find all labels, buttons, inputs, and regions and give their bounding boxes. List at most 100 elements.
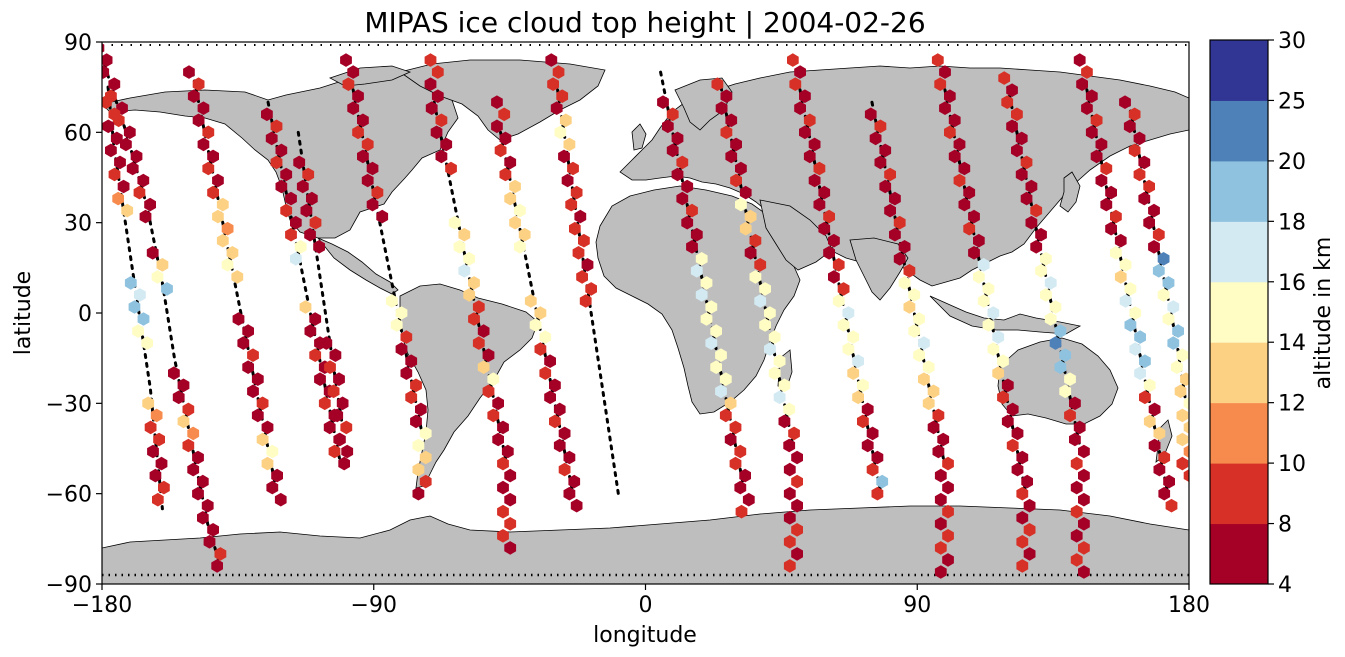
cloud-point [794,65,806,79]
cloud-point [987,306,1000,320]
cloud-point [937,432,950,447]
cloud-point [266,480,279,495]
cloud-point [823,246,835,260]
cloud-point [182,438,195,453]
cloud-point [783,438,796,453]
cloud-point [468,276,480,290]
cloud-point [110,131,123,146]
cloud-point [435,113,448,128]
cloud-point [487,408,500,423]
cloud-point [419,474,432,489]
cloud-point [997,354,1009,368]
cloud-point [791,450,803,465]
cloud-point [1040,252,1052,266]
cloud-point [216,197,229,212]
cloud-point [791,523,803,537]
cloud-point [108,107,121,122]
cloud-point [376,209,389,224]
cloud-point [149,468,162,483]
cloud-point [1138,191,1151,206]
cloud-point [320,336,333,350]
cloud-point [893,215,906,230]
cloud-point [676,155,689,170]
cloud-point [578,233,590,248]
cloud-point [366,197,379,212]
cloud-point [799,89,811,103]
cloud-point [386,294,398,308]
cloud-point [869,131,882,146]
cloud-point [197,511,209,525]
cloud-point [340,53,352,67]
cloud-point [1073,420,1086,435]
cloud-point [725,113,738,128]
colorbar-segment [1210,100,1268,162]
cloud-point [251,408,264,423]
cloud-point [739,221,752,236]
cloud-point [197,101,210,115]
cloud-point [1001,95,1014,109]
cloud-point [280,203,293,218]
cloud-point [787,53,799,67]
cloud-point [922,360,935,374]
cloud-point [1167,336,1180,350]
cloud-point [720,89,733,103]
cloud-point [942,529,954,543]
cloud-point [1153,462,1166,477]
cloud-point [903,300,916,314]
cloud-point [347,65,360,79]
cloud-point [1134,330,1146,344]
cloud-point [1078,444,1090,459]
cloud-point [497,420,509,435]
cloud-point [518,227,531,242]
cloud-point [300,203,313,218]
cloud-point [1133,131,1146,146]
cloud-point [934,541,947,555]
cloud-point [1128,143,1141,158]
land-scandinavia [674,77,733,131]
cloud-point [201,498,214,513]
cloud-point [1006,119,1018,134]
cloud-point [309,348,322,362]
cloud-point [1176,432,1189,447]
cloud-point [764,342,776,356]
cloud-point [1139,354,1151,368]
cloud-point [724,432,737,447]
cloud-point [1016,486,1029,501]
cloud-point [866,426,879,441]
cloud-point [1078,541,1090,555]
cloud-point [126,161,139,176]
y-tick-label: 30 [64,212,92,237]
cloud-point [1070,456,1083,471]
cloud-point [158,480,170,495]
cloud-point [1100,161,1113,176]
cloud-point [458,264,471,278]
cloud-point [857,378,869,393]
colorbar-tick-label: 10 [1278,452,1306,477]
cloud-point [147,444,159,459]
cloud-point [1183,396,1189,410]
colorbar-tick-label: 20 [1278,150,1306,175]
cloud-point [1172,324,1184,338]
cloud-point [477,360,490,374]
cloud-point [934,517,947,531]
cloud-point [534,342,547,356]
cloud-point [1143,414,1156,429]
cloud-point [1016,559,1029,573]
cloud-point [818,185,831,200]
cloud-point [768,330,781,344]
cloud-point [482,384,495,399]
cloud-point [585,282,597,296]
cloud-point [997,390,1009,405]
cloud-point [778,414,791,429]
cloud-point [463,252,476,266]
cloud-point [448,215,461,230]
cloud-point [549,414,561,429]
cloud-point [1148,240,1160,254]
cloud-point [783,535,796,549]
cloud-point [735,504,748,519]
cloud-point [1129,342,1142,356]
cloud-point [1143,179,1155,194]
cloud-point [309,312,322,326]
cloud-point [1114,270,1127,284]
cloud-point [1073,53,1086,67]
